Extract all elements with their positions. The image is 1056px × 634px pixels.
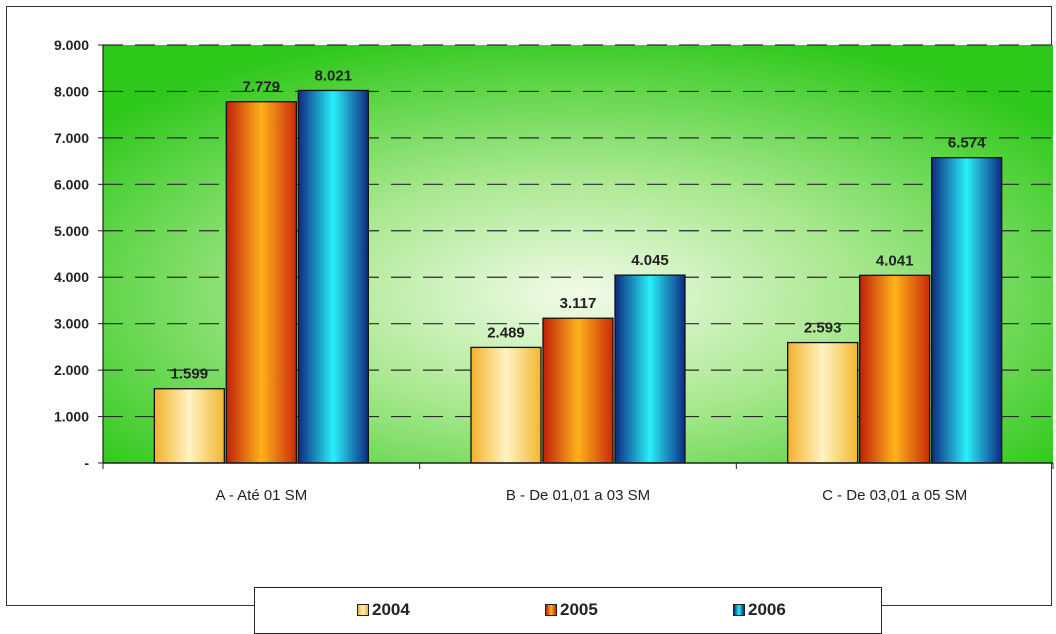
legend-item-2006: 2006 <box>733 600 786 620</box>
y-tick-label: 7.000 <box>54 130 89 146</box>
bars <box>153 89 1003 464</box>
data-label: 6.574 <box>948 135 986 152</box>
data-label: 4.045 <box>631 252 669 269</box>
y-tick-label: 4.000 <box>54 269 89 285</box>
legend-swatch-2004 <box>357 604 369 616</box>
data-label: 1.599 <box>171 366 209 383</box>
legend-swatch-2005 <box>545 604 557 616</box>
legend-swatch-2006 <box>733 604 745 616</box>
data-label: 7.779 <box>243 79 281 96</box>
legend-label-2006: 2006 <box>748 600 786 619</box>
y-tick-label: 2.000 <box>54 362 89 378</box>
data-label: 2.489 <box>487 324 525 341</box>
data-label: 2.593 <box>804 320 842 337</box>
bar-2004-1 <box>153 388 225 464</box>
category-label: A - Até 01 SM <box>215 487 307 504</box>
y-tick-label: 5.000 <box>54 223 89 239</box>
y-tick-label: 1.000 <box>54 409 89 425</box>
data-label: 8.021 <box>315 67 353 84</box>
legend-item-2005: 2005 <box>545 600 598 620</box>
legend-item-2004: 2004 <box>357 600 410 620</box>
bar-2005-2 <box>542 317 614 464</box>
legend-label-2005: 2005 <box>560 600 598 619</box>
bar-2005-1 <box>225 101 297 464</box>
category-label: C - De 03,01 a 05 SM <box>822 487 967 504</box>
category-label: B - De 01,01 a 03 SM <box>506 487 650 504</box>
y-tick-label: 6.000 <box>54 176 89 192</box>
y-tick-label: - <box>84 455 89 471</box>
data-label: 4.041 <box>876 252 914 269</box>
axes <box>98 44 1054 469</box>
legend-label-2004: 2004 <box>372 600 410 619</box>
data-label: 3.117 <box>560 295 597 312</box>
labels: - 1.000 2.000 3.000 4.000 5.000 6.000 7.000 8.00… <box>54 37 986 504</box>
bar-2006-2 <box>614 274 686 464</box>
bar-2006-1 <box>297 89 369 464</box>
bar-2005-3 <box>859 274 931 464</box>
bar-2006-3 <box>931 157 1003 464</box>
y-tick-label: 8.000 <box>54 83 89 99</box>
y-tick-label: 9.000 <box>54 37 89 53</box>
bar-2004-3 <box>787 341 859 464</box>
bar-chart: - 1.000 2.000 3.000 4.000 5.000 6.000 7.000 8.00… <box>54 37 1054 504</box>
y-tick-label: 3.000 <box>54 316 89 332</box>
bar-2004-2 <box>470 346 542 464</box>
